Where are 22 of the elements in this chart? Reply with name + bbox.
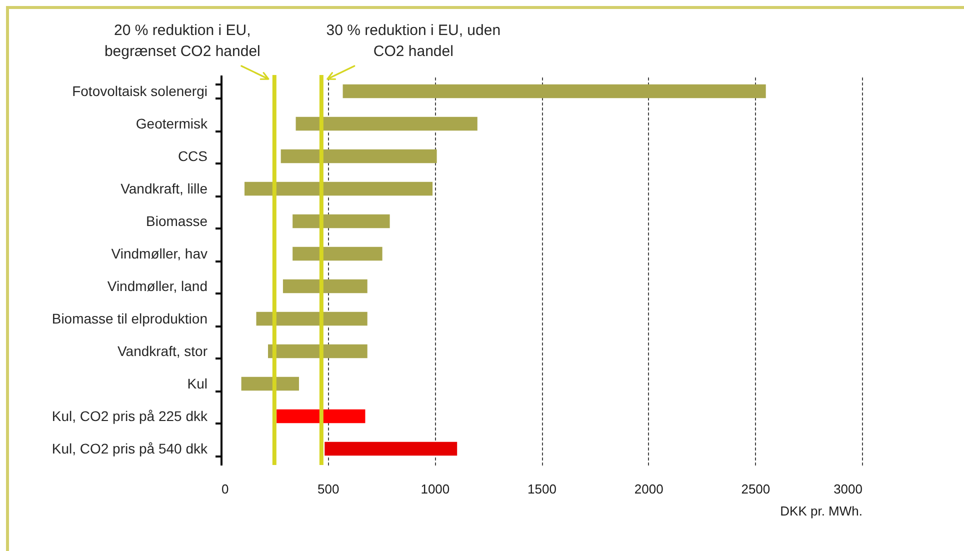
y-tick-label: Vindmøller, land bbox=[107, 278, 208, 294]
y-tick-label: Kul, CO2 pris på 225 dkk bbox=[52, 408, 208, 424]
x-tick-label: 2000 bbox=[634, 482, 664, 496]
y-tick-label: Biomasse til elproduktion bbox=[52, 310, 208, 326]
x-tick-label: 1500 bbox=[528, 482, 556, 496]
y-tick-label: Kul, CO2 pris på 540 dkk bbox=[52, 440, 208, 456]
y-tick-label: Vindmøller, hav bbox=[111, 245, 208, 262]
x-axis-title: DKK pr. MWh. bbox=[780, 504, 862, 518]
x-tick-label: 500 bbox=[317, 482, 340, 496]
y-tick-label: Biomasse bbox=[146, 212, 208, 229]
x-tick-label: 3000 bbox=[834, 482, 862, 496]
ref-line-label: 20 % reduktion i EU, begrænset CO2 handel bbox=[104, 22, 260, 60]
y-tick-label: Geotermisk bbox=[136, 115, 208, 132]
y-tick-label: Kul bbox=[187, 375, 208, 392]
y-tick-label: CCS bbox=[178, 148, 208, 164]
y-tick-label: Vandkraft, stor bbox=[117, 342, 208, 359]
y-tick-label: Fotovoltaisk solenergi bbox=[72, 82, 208, 99]
y-tick-label: Vandkraft, lille bbox=[120, 180, 208, 196]
x-tick-label: 1000 bbox=[420, 482, 450, 496]
x-tick-label: 2500 bbox=[741, 482, 770, 496]
x-tick-label: 0 bbox=[222, 482, 229, 496]
ref-line-label: 30 % reduktion i EU, uden CO2 handel bbox=[326, 22, 501, 60]
